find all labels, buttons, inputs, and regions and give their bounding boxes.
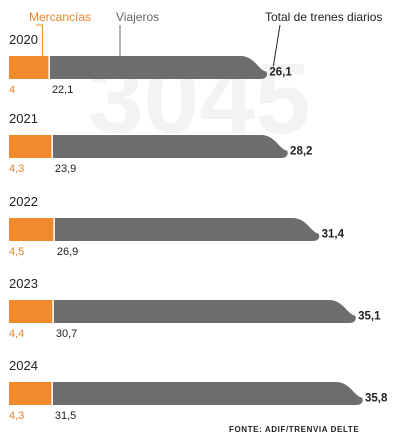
- freight-value-2022: 4,5: [9, 246, 24, 258]
- total-value-2023: 35,1: [358, 311, 381, 323]
- passenger-value-2023: 30,7: [56, 328, 77, 340]
- total-value-2022: 31,4: [322, 229, 345, 241]
- freight-bar-2020: [9, 56, 49, 79]
- year-label-2024: 2024: [9, 358, 38, 373]
- freight-value-2020: 4: [9, 84, 15, 96]
- legend-total-label: Total de trenes diarios: [265, 10, 382, 24]
- freight-bar-2022: [9, 218, 54, 241]
- source-note: FONTE: ADIF/TRENVIA DELTE: [229, 425, 359, 434]
- passenger-value-2020: 22,1: [52, 84, 73, 96]
- passenger-bar-2024: [52, 382, 363, 405]
- year-label-2021: 2021: [9, 111, 38, 126]
- bar-row-2022: 2022 4,5 26,9 31,4: [9, 194, 345, 258]
- bar-rows: 2020 4 22,1 26,1 2021 4,3 23,9 28,2 2022 4,5 26,9 3…: [9, 32, 388, 422]
- year-label-2023: 2023: [9, 276, 38, 291]
- legend-freight-label: Mercancías: [29, 10, 91, 24]
- legend: Mercancías Viajeros Total de trenes diar…: [29, 10, 382, 67]
- legend-freight-leader: [36, 24, 43, 56]
- legend-total-leader: [272, 24, 281, 67]
- passenger-value-2021: 23,9: [55, 163, 76, 175]
- freight-bar-2023: [9, 300, 53, 323]
- total-value-2020: 26,1: [269, 67, 292, 79]
- freight-bar-2024: [9, 382, 52, 405]
- year-label-2022: 2022: [9, 194, 38, 209]
- bar-row-2024: 2024 4,3 31,5 35,8: [9, 358, 388, 422]
- bar-row-2021: 2021 4,3 23,9 28,2: [9, 111, 312, 175]
- passenger-bar-2020: [49, 56, 268, 79]
- bar-row-2023: 2023 4,4 30,7 35,1: [9, 276, 381, 340]
- total-value-2024: 35,8: [365, 393, 388, 405]
- passenger-bar-2022: [54, 218, 320, 241]
- freight-value-2024: 4,3: [9, 410, 24, 422]
- passenger-bar-2021: [52, 135, 288, 158]
- year-label-2020: 2020: [9, 32, 38, 47]
- bar-row-2020: 2020 4 22,1 26,1: [9, 32, 292, 96]
- total-value-2021: 28,2: [290, 146, 312, 158]
- passenger-bar-2023: [53, 300, 356, 323]
- freight-value-2023: 4,4: [9, 328, 24, 340]
- passenger-value-2022: 26,9: [57, 246, 78, 258]
- passenger-value-2024: 31,5: [55, 410, 76, 422]
- freight-bar-2021: [9, 135, 52, 158]
- freight-value-2021: 4,3: [9, 163, 24, 175]
- legend-passenger-label: Viajeros: [116, 10, 159, 24]
